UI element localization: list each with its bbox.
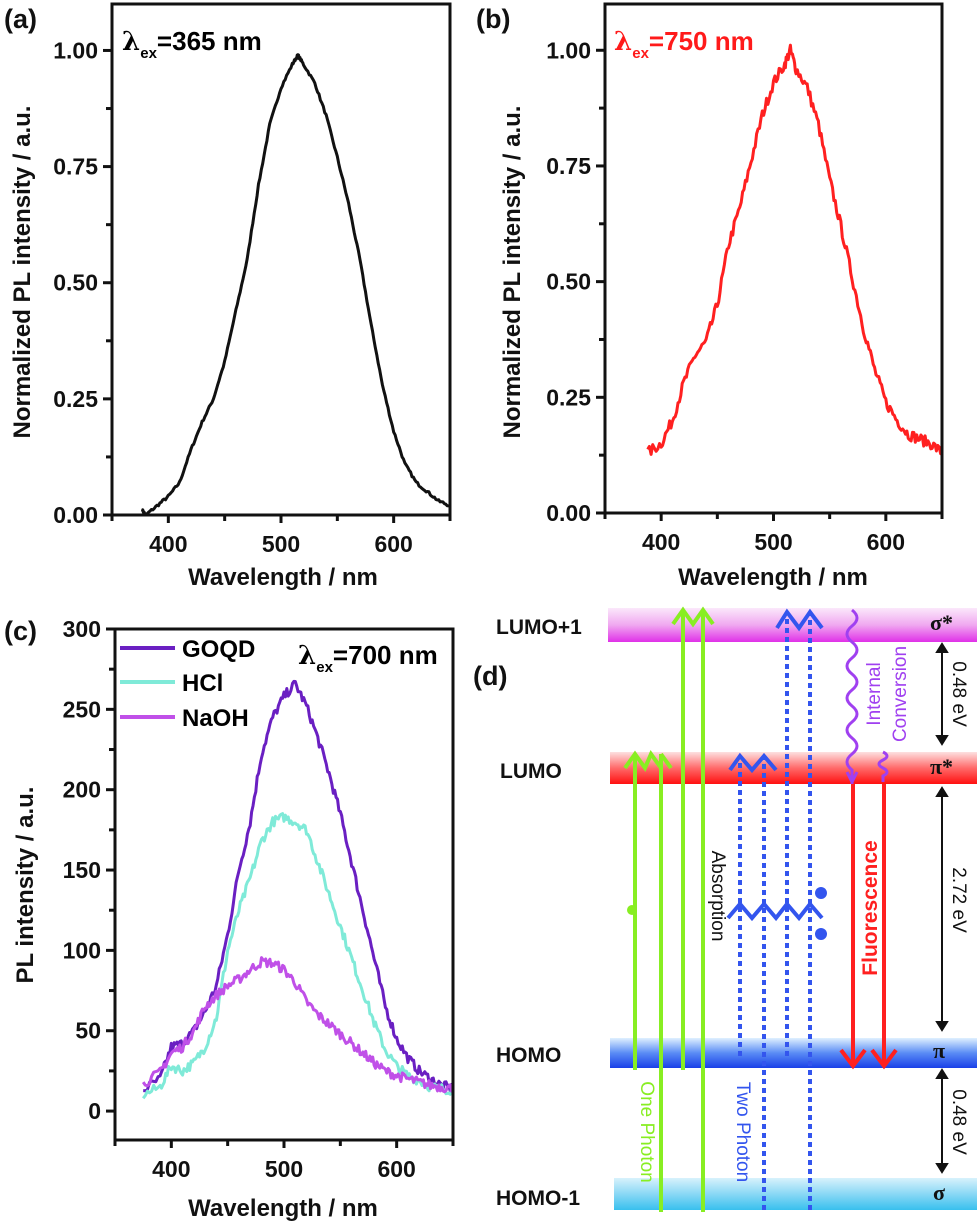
band-homo-minus-1 bbox=[614, 1178, 977, 1210]
x-tick-label: 600 bbox=[377, 1156, 415, 1182]
electron-dot-icon bbox=[815, 887, 827, 899]
panel-label: (a) bbox=[4, 4, 37, 34]
panel-label: (d) bbox=[473, 661, 507, 691]
arrowhead-icon bbox=[659, 752, 673, 770]
excitation-annotation: λex=365 nm bbox=[122, 26, 262, 62]
series-line-hcl bbox=[142, 812, 454, 1100]
arrowhead-icon bbox=[671, 606, 715, 628]
arrowhead-icon bbox=[623, 749, 663, 773]
panel-a-chart: (a) λex=365 nm Wavelength / nm Normalize… bbox=[4, 2, 452, 591]
virtual-state-zigzag-icon bbox=[726, 900, 824, 922]
x-tick-label: 500 bbox=[265, 1156, 303, 1182]
y-tick-label: 0.00 bbox=[53, 502, 98, 528]
legend: GOQD HCl NaOH bbox=[120, 636, 255, 732]
panel-label: (c) bbox=[4, 616, 37, 646]
fluorescence-label: Fluorescence bbox=[859, 840, 882, 975]
internal-conversion-small-wavy-icon bbox=[877, 750, 889, 782]
band-lumo bbox=[610, 752, 977, 784]
y-tick-label: 1.00 bbox=[546, 37, 591, 63]
y-tick-label: 0.25 bbox=[53, 386, 98, 412]
orbital-symbol-sigma-star: σ* bbox=[930, 610, 953, 635]
gap-label: 0.48 eV bbox=[948, 1089, 969, 1155]
y-axis-label: PL intensity / a.u. bbox=[12, 787, 39, 984]
legend-label-goqd: GOQD bbox=[182, 636, 255, 663]
orbital-symbol-sigma: σ bbox=[933, 1180, 945, 1205]
y-tick-label: 0.50 bbox=[53, 270, 98, 296]
y-tick-label: 0.25 bbox=[546, 384, 591, 410]
level-label-lumo-plus-1: LUMO+1 bbox=[496, 616, 582, 639]
gap-label: 0.48 eV bbox=[948, 661, 969, 727]
y-tick-label: 0.50 bbox=[546, 269, 591, 295]
series-line bbox=[140, 53, 451, 516]
arrowhead-icon bbox=[935, 642, 949, 746]
y-tick-label: 0.75 bbox=[53, 154, 98, 180]
energy-level-diagram: (d) LUMO+1 LUMO HOMO HOMO-1 σ* π* π σ bbox=[473, 606, 977, 1212]
y-tick-label: 0.75 bbox=[546, 153, 591, 179]
two-photon-label: Two Photon bbox=[732, 1082, 753, 1182]
arrowhead-icon bbox=[870, 1048, 898, 1070]
arrowhead-icon bbox=[775, 608, 824, 632]
level-label-homo: HOMO bbox=[496, 1044, 561, 1067]
x-tick-label: 400 bbox=[152, 1156, 190, 1182]
x-axis-label: Wavelength / nm bbox=[188, 564, 378, 591]
x-axis-label: Wavelength / nm bbox=[188, 1195, 378, 1222]
y-tick-label: 150 bbox=[63, 857, 101, 883]
level-label-lumo: LUMO bbox=[500, 760, 562, 783]
gap-label: 2.72 eV bbox=[948, 867, 969, 933]
electron-dot-icon bbox=[815, 928, 827, 940]
arrowhead-icon bbox=[839, 1048, 867, 1070]
band-homo bbox=[610, 1038, 977, 1068]
x-tick-label: 500 bbox=[262, 531, 300, 557]
y-axis-label: Normalized PL intensity / a.u. bbox=[9, 106, 36, 439]
level-label-homo-minus-1: HOMO-1 bbox=[496, 1187, 580, 1210]
energy-gap-arrows bbox=[935, 642, 949, 1174]
arrowhead-icon bbox=[935, 786, 949, 1032]
legend-label-naoh: NaOH bbox=[182, 705, 249, 732]
x-tick-label: 600 bbox=[374, 531, 412, 557]
fluorescence-arrows bbox=[839, 784, 898, 1070]
internal-conversion-label: Internal bbox=[864, 662, 885, 725]
y-tick-label: 300 bbox=[63, 616, 101, 642]
y-tick-label: 1.00 bbox=[53, 37, 98, 63]
panel-c-chart: (c) λex=700 nm GOQD HCl NaOH Wavelength … bbox=[4, 616, 455, 1222]
internal-conversion-wavy-arrow-icon bbox=[845, 608, 859, 784]
y-tick-label: 100 bbox=[63, 937, 101, 963]
excitation-annotation: λex=700 nm bbox=[298, 640, 438, 676]
y-tick-label: 0.00 bbox=[546, 500, 591, 526]
y-tick-label: 0 bbox=[88, 1098, 101, 1124]
arrowhead-icon bbox=[845, 771, 859, 786]
panel-label: (b) bbox=[476, 4, 510, 34]
series-line-goqd bbox=[143, 679, 455, 1093]
series-line bbox=[646, 43, 943, 456]
y-tick-label: 250 bbox=[63, 696, 101, 722]
x-tick-label: 400 bbox=[149, 531, 187, 557]
x-tick-label: 400 bbox=[642, 529, 680, 555]
y-axis-label: Normalized PL intensity / a.u. bbox=[499, 106, 526, 439]
legend-label-hcl: HCl bbox=[182, 670, 223, 697]
arrowhead-icon bbox=[935, 1068, 949, 1174]
panel-b-chart: (b) λex=750 nm Wavelength / nm Normalize… bbox=[476, 2, 944, 591]
electron-dot-icon bbox=[627, 905, 637, 915]
y-tick-label: 200 bbox=[63, 777, 101, 803]
x-tick-label: 500 bbox=[754, 529, 792, 555]
excitation-annotation: λex=750 nm bbox=[614, 26, 754, 62]
orbital-symbol-pi: π bbox=[933, 1038, 945, 1063]
plot-frame bbox=[110, 2, 452, 517]
two-photon-arrows bbox=[726, 608, 824, 1210]
series-line-naoh bbox=[141, 956, 455, 1094]
one-photon-label: One Photon bbox=[636, 1081, 657, 1182]
band-lumo-plus-1 bbox=[608, 608, 977, 642]
y-tick-label: 50 bbox=[75, 1018, 101, 1044]
orbital-symbol-pi-star: π* bbox=[930, 754, 953, 779]
x-axis-label: Wavelength / nm bbox=[678, 564, 868, 591]
x-tick-label: 600 bbox=[867, 529, 905, 555]
internal-conversion-label: Conversion bbox=[890, 646, 911, 742]
arrowhead-icon bbox=[728, 752, 778, 774]
absorption-label: Absorption bbox=[707, 851, 728, 942]
